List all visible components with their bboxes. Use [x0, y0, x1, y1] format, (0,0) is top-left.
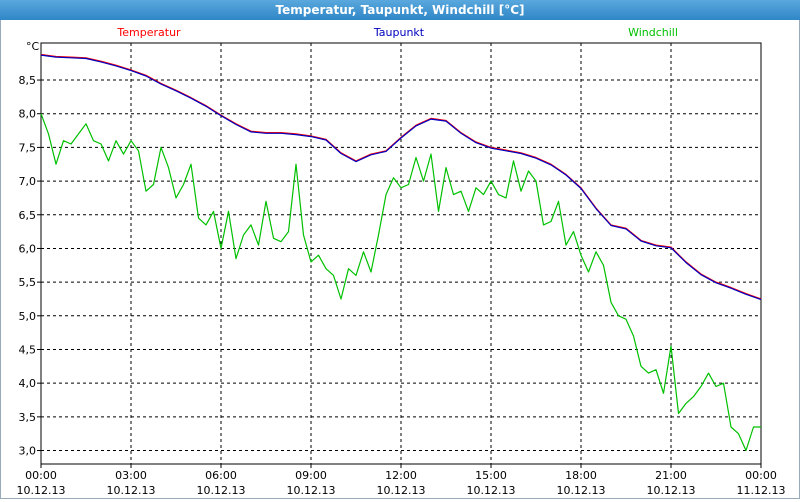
legend-item-taupunkt: Taupunkt: [373, 26, 425, 39]
x-tick-time: 06:00: [205, 469, 237, 482]
x-tick-time: 03:00: [115, 469, 147, 482]
y-tick-label: 4,0: [19, 377, 37, 390]
chart-frame: 3,0 3,5 4,0 4,5 5,0 5,5 6,0 6,5 7,0 7,5 8,0 8,5 00:…: [0, 20, 800, 499]
y-tick-label: 7,5: [19, 141, 37, 154]
y-tick-label: 5,0: [19, 310, 37, 323]
y-tick-label: 6,5: [19, 209, 37, 222]
series-line-taupunkt: [40, 54, 762, 301]
x-tick-time: 15:00: [475, 469, 507, 482]
x-tick-time: 00:00: [745, 469, 777, 482]
y-tick-label: 6,0: [19, 242, 37, 255]
legend-item-windchill: Windchill: [628, 26, 678, 39]
y-tick-label: 3,5: [19, 411, 37, 424]
x-tick-date: 11.12.13: [737, 484, 786, 497]
x-tick-date: 10.12.13: [377, 484, 426, 497]
y-tick-label: 4,5: [19, 343, 37, 356]
x-tick-date: 10.12.13: [557, 484, 606, 497]
x-tick-date: 10.12.13: [107, 484, 156, 497]
y-tick-label: 8,0: [19, 108, 37, 121]
x-tick-date: 10.12.13: [467, 484, 516, 497]
x-tick-date: 10.12.13: [17, 484, 66, 497]
chart-title: Temperatur, Taupunkt, Windchill [°C]: [0, 0, 800, 20]
legend-item-temperatur: Temperatur: [116, 26, 181, 39]
y-tick-label: 7,0: [19, 175, 37, 188]
x-tick-date: 10.12.13: [197, 484, 246, 497]
x-tick-time: 12:00: [385, 469, 417, 482]
grid-lines: [41, 43, 761, 464]
line-chart: 3,0 3,5 4,0 4,5 5,0 5,5 6,0 6,5 7,0 7,5 8,0 8,5 00:…: [17, 26, 786, 497]
y-tick-label: 3,0: [19, 445, 37, 458]
y-tick-label: 8,5: [19, 74, 37, 87]
x-axis-ticks: 00:00 10.12.13 03:00 10.12.13 06:00 10.12.13 0…: [17, 464, 786, 497]
x-tick-time: 09:00: [295, 469, 327, 482]
x-tick-date: 10.12.13: [287, 484, 336, 497]
x-tick-time: 00:00: [25, 469, 57, 482]
y-axis-ticks: 3,0 3,5 4,0 4,5 5,0 5,5 6,0 6,5 7,0 7,5 8,0 8,5: [19, 74, 41, 458]
x-tick-date: 10.12.13: [647, 484, 696, 497]
x-tick-time: 18:00: [565, 469, 597, 482]
y-tick-label: 5,5: [19, 276, 37, 289]
series-lines: [40, 53, 762, 452]
legend: Temperatur Taupunkt Windchill: [116, 26, 678, 39]
y-axis-label: °C: [26, 40, 40, 53]
x-tick-time: 21:00: [655, 469, 687, 482]
series-line-windchill: [40, 113, 761, 452]
